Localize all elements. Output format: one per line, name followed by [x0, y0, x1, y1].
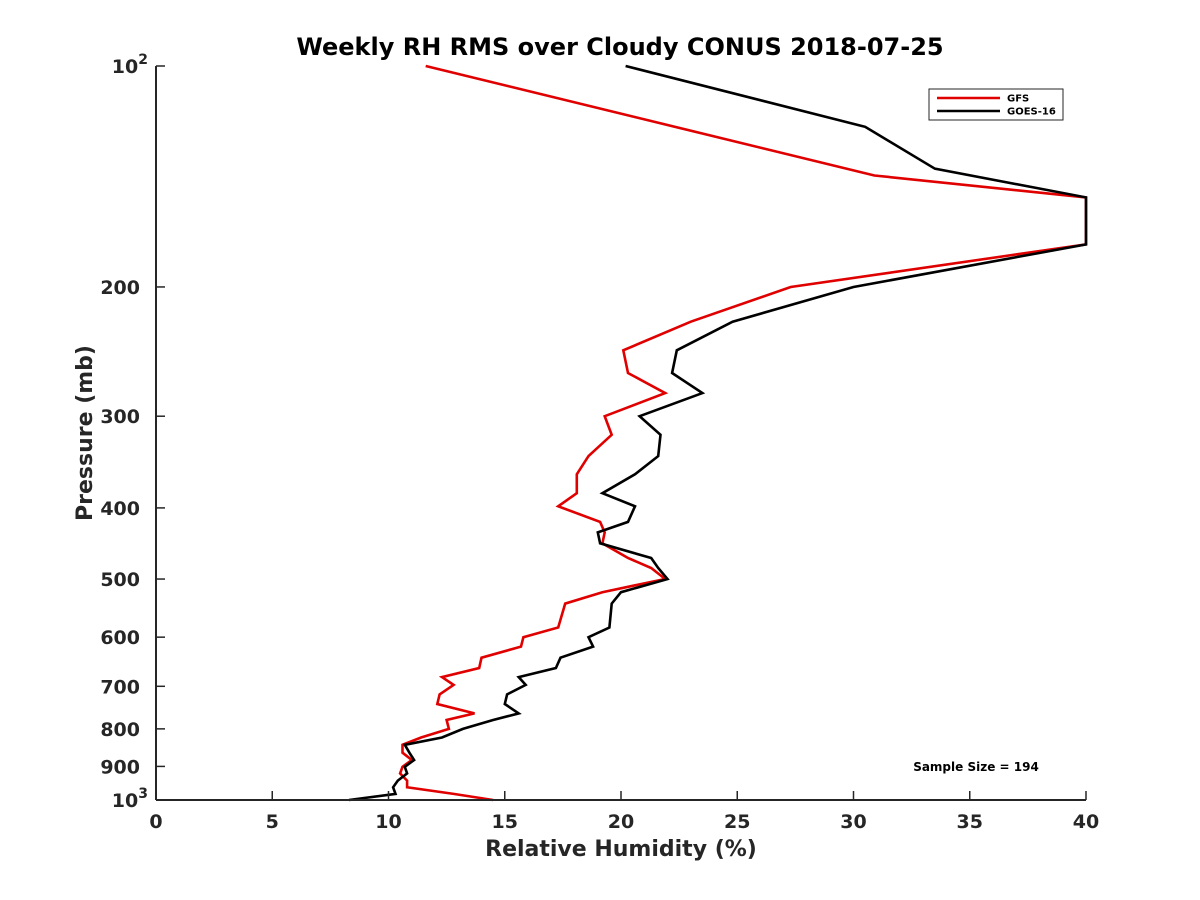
legend-box	[928, 88, 1064, 121]
y-tick-label: 700	[100, 676, 140, 698]
y-axis-label: Pressure (mb)	[73, 345, 98, 521]
x-tick-label: 10	[375, 811, 401, 833]
chart-title: Weekly RH RMS over Cloudy CONUS 2018-07-…	[296, 33, 943, 61]
x-axis-label: Relative Humidity (%)	[485, 837, 757, 862]
legend-label-gfs: GFS	[1007, 94, 1029, 105]
y-tick-label: 102	[112, 52, 148, 78]
x-tick-label: 30	[840, 811, 866, 833]
x-tick-label: 25	[724, 811, 750, 833]
x-tick-label: 5	[266, 811, 279, 833]
x-tick-label: 15	[492, 811, 518, 833]
x-tick-label: 40	[1073, 811, 1099, 833]
x-tick-label: 0	[149, 811, 162, 833]
x-tick-label: 35	[957, 811, 983, 833]
y-tick-label: 400	[100, 498, 140, 520]
y-axis-ticks: 102 200 300 400 500 600 700 800 900 103	[100, 52, 165, 812]
y-tick-label: 800	[100, 719, 140, 741]
series-layer	[348, 64, 1088, 802]
series-line-gfs	[398, 64, 1088, 802]
y-tick-label: 300	[100, 406, 140, 428]
x-tick-label: 20	[608, 811, 634, 833]
y-tick-label: 103	[112, 786, 148, 812]
y-tick-label: 200	[100, 277, 140, 299]
legend-label-goes-16: GOES-16	[1007, 107, 1056, 118]
y-tick-label: 500	[100, 569, 140, 591]
legend: GFS GOES-16	[928, 88, 1064, 121]
y-tick-label: 600	[100, 627, 140, 649]
y-tick-label: 900	[100, 756, 140, 778]
series-line-goes-16	[348, 64, 1088, 802]
sample-size-annotation: Sample Size = 194	[913, 760, 1039, 774]
x-axis-ticks: 0 5 10 15 20 25 30 35 40	[149, 791, 1099, 833]
